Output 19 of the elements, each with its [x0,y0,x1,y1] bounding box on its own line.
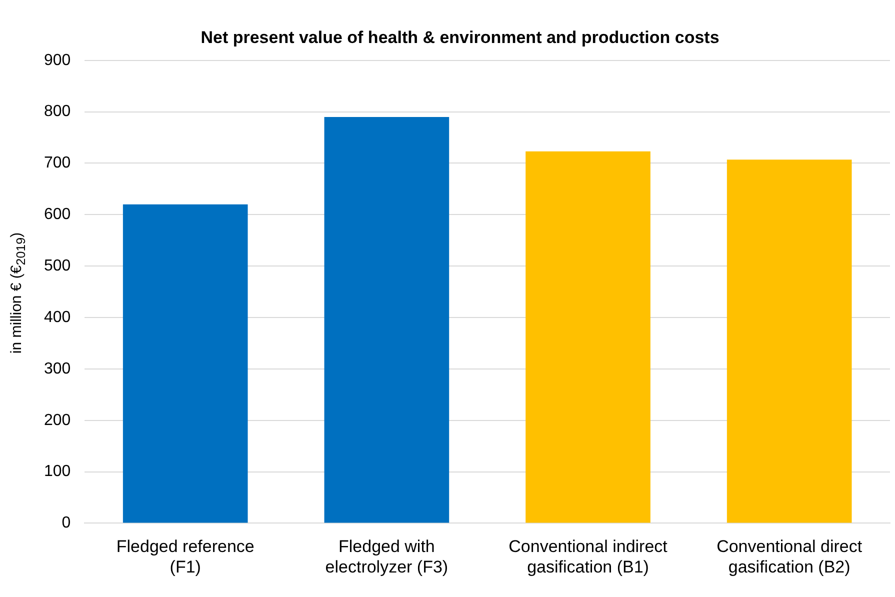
bar [726,160,852,523]
y-tick-label: 400 [44,308,71,326]
bar [122,204,248,523]
x-tick-label: Fledged with electrolyzer (F3) [325,537,448,576]
y-tick-label: 800 [44,103,71,120]
y-tick-label: 600 [44,206,71,224]
bar [324,116,450,523]
y-tick-label: 0 [62,514,71,532]
y-tick-label: 900 [44,52,71,69]
y-tick-label: 500 [44,257,71,274]
chart-title: Net present value of health & environment and production costs [200,28,720,47]
x-tick-label: Conventional indirect gasification (B1) [508,537,668,576]
bar [526,151,650,523]
y-tick-label: 700 [44,154,71,172]
x-tick-label: Fledged reference (F1) [116,537,254,576]
y-tick-label: 100 [44,463,71,480]
y-tick-label: 200 [44,412,71,429]
y-tick-label: 300 [44,360,71,378]
x-tick-label: Conventional direct gasification (B2) [716,537,862,576]
